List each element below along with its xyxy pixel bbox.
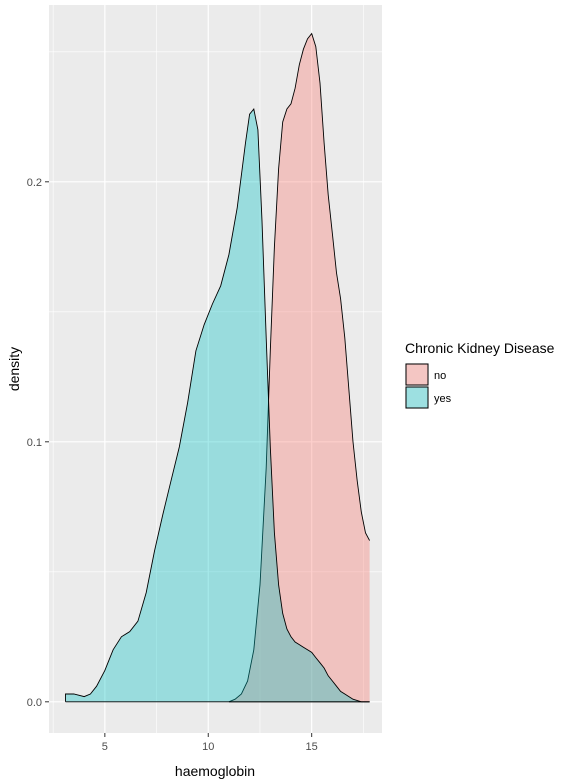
y-tick-label-1: 0.1 <box>27 437 42 449</box>
legend-key-no <box>405 363 429 386</box>
x-tick-label-1: 10 <box>202 741 214 753</box>
y-tick-label-0: 0.0 <box>27 697 42 709</box>
density-fill-yes <box>65 109 370 702</box>
legend-title: Chronic Kidney Disease <box>405 340 555 356</box>
x-axis-title: haemoglobin <box>175 763 255 779</box>
x-axis-ticks: 5 10 15 <box>102 733 318 753</box>
grid-minor <box>49 5 382 733</box>
legend-label-yes: yes <box>434 393 452 405</box>
legend: Chronic Kidney Disease no yes <box>405 340 555 409</box>
density-fill-no <box>228 33 370 702</box>
legend-key-yes <box>405 386 429 409</box>
x-tick-label-0: 5 <box>102 741 108 753</box>
density-line-no <box>228 32 370 703</box>
y-axis-ticks: 0.0 0.1 0.2 <box>27 177 49 709</box>
legend-key-yes-bg <box>405 386 429 409</box>
legend-key-no-bg <box>405 363 429 386</box>
density-line-yes <box>65 107 370 703</box>
legend-label-no: no <box>434 370 446 382</box>
y-tick-label-2: 0.2 <box>27 177 42 189</box>
x-tick-label-2: 15 <box>306 741 318 753</box>
y-axis-title: density <box>6 347 22 391</box>
density-series <box>65 32 370 703</box>
